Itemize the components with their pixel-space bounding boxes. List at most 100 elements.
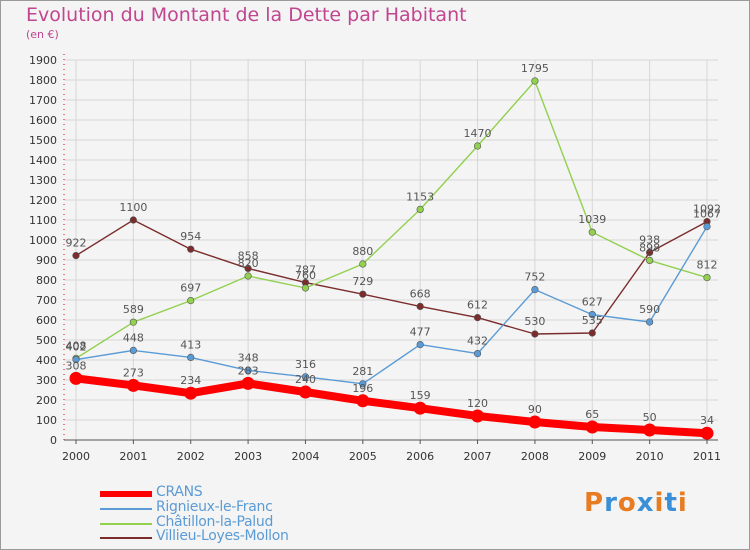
data-label: 234 xyxy=(180,374,201,387)
y-tick-label: 1200 xyxy=(29,194,57,207)
data-label: 432 xyxy=(467,335,488,348)
data-label: 1092 xyxy=(693,203,721,216)
data-label: 668 xyxy=(410,287,431,300)
data-point xyxy=(301,373,310,381)
data-label: 273 xyxy=(123,366,144,379)
data-label: 65 xyxy=(585,408,599,421)
y-tick-label: 400 xyxy=(36,354,57,367)
data-label: 820 xyxy=(238,257,259,270)
data-label: 898 xyxy=(639,241,660,254)
data-label: 1067 xyxy=(693,208,721,221)
data-label: 196 xyxy=(352,382,373,395)
data-point xyxy=(646,318,654,326)
data-point xyxy=(646,248,654,256)
y-tick-label: 1100 xyxy=(29,214,57,227)
y-tick-label: 1400 xyxy=(29,154,57,167)
data-label: 240 xyxy=(295,373,316,386)
data-label: 880 xyxy=(352,245,373,258)
logo-letter: i xyxy=(677,488,688,518)
data-label: 922 xyxy=(66,237,87,250)
data-point xyxy=(359,380,367,388)
series-line xyxy=(72,374,711,438)
data-point xyxy=(298,385,312,399)
data-point xyxy=(473,350,482,358)
data-point xyxy=(473,314,482,322)
data-point xyxy=(72,252,80,260)
legend-swatch-chatillon xyxy=(100,523,152,525)
data-point xyxy=(703,223,711,231)
data-point xyxy=(416,341,424,349)
y-tick-label: 1800 xyxy=(29,74,57,87)
legend-label-villieu: Villieu-Loyes-Mollon xyxy=(156,528,289,544)
x-tick-label: 2007 xyxy=(464,450,492,463)
data-point xyxy=(703,274,711,282)
data-label: 938 xyxy=(639,233,660,246)
data-point xyxy=(69,371,83,385)
data-point xyxy=(184,386,198,400)
data-label: 590 xyxy=(639,303,660,316)
x-tick-label: 2009 xyxy=(578,450,606,463)
data-point xyxy=(531,77,539,85)
logo-letter: P xyxy=(584,488,605,518)
data-point xyxy=(416,302,424,311)
data-label: 530 xyxy=(524,315,545,328)
y-tick-label: 1700 xyxy=(29,94,57,107)
chart-subtitle: (en €) xyxy=(26,28,59,41)
data-label: 787 xyxy=(295,264,316,277)
x-tick-label: 2002 xyxy=(177,450,205,463)
data-label: 612 xyxy=(467,299,488,312)
y-tick-label: 1500 xyxy=(29,134,57,147)
legend-swatch-rignieux xyxy=(100,508,152,510)
data-label: 535 xyxy=(582,314,603,327)
data-point xyxy=(359,260,367,268)
x-tick-label: 2004 xyxy=(291,450,319,463)
data-label: 1039 xyxy=(578,213,606,226)
data-point xyxy=(129,318,137,326)
data-point xyxy=(531,330,539,338)
x-tick-label: 2008 xyxy=(521,450,549,463)
data-label: 159 xyxy=(410,389,431,402)
data-label: 1470 xyxy=(464,127,492,140)
data-label: 348 xyxy=(238,351,259,364)
data-label: 308 xyxy=(66,359,87,372)
y-tick-label: 100 xyxy=(36,414,57,427)
data-point xyxy=(301,284,310,292)
series-line xyxy=(75,80,708,360)
data-label: 316 xyxy=(295,358,316,371)
data-label: 589 xyxy=(123,303,144,316)
y-tick-label: 200 xyxy=(36,394,57,407)
data-label: 760 xyxy=(295,269,316,282)
data-point xyxy=(187,245,195,253)
y-tick-label: 1300 xyxy=(29,174,57,187)
x-tick-label: 2000 xyxy=(62,450,90,463)
data-label: 90 xyxy=(528,403,542,416)
data-label: 34 xyxy=(700,414,714,427)
data-label: 1795 xyxy=(521,62,549,75)
data-point xyxy=(244,272,252,280)
y-tick-label: 1000 xyxy=(29,234,57,247)
data-label: 281 xyxy=(352,365,373,378)
data-point xyxy=(359,290,367,298)
y-tick-label: 500 xyxy=(36,334,57,347)
data-label: 812 xyxy=(697,259,718,272)
data-label: 413 xyxy=(180,338,201,351)
plot-area xyxy=(64,60,718,440)
legend-swatch-crans xyxy=(100,491,152,497)
data-point xyxy=(129,346,137,355)
x-tick-label: 2003 xyxy=(234,450,262,463)
logo-letter: x xyxy=(636,488,655,518)
series-line xyxy=(75,219,708,335)
data-point xyxy=(646,256,654,265)
data-point xyxy=(244,366,252,375)
data-point xyxy=(473,142,482,150)
legend-swatch-villieu xyxy=(100,537,152,539)
legend-label-rignieux: Rignieux-le-Franc xyxy=(156,499,273,515)
data-label: 752 xyxy=(524,271,545,284)
legend-label-chatillon: Châtillon-la-Palud xyxy=(156,514,274,530)
series-line xyxy=(75,225,708,385)
data-point xyxy=(588,228,596,236)
data-point xyxy=(356,394,370,408)
data-label: 1153 xyxy=(406,190,434,203)
data-point xyxy=(187,353,195,362)
